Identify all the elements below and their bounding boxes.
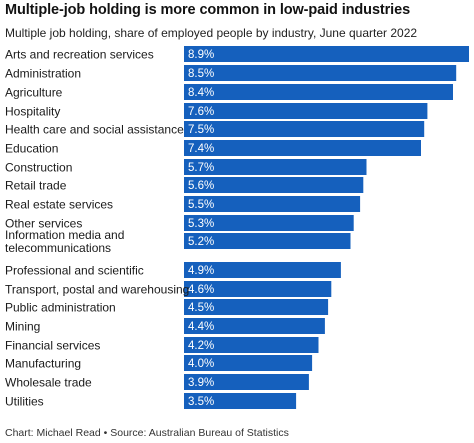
category-label: Hospitality (5, 105, 60, 119)
bar-value-label: 7.4% (188, 143, 214, 155)
bar (184, 262, 341, 278)
category-label: Transport, postal and warehousing (5, 283, 189, 297)
category-label: Retail trade (5, 179, 67, 193)
bar (184, 281, 332, 297)
category-label: Mining (5, 320, 40, 334)
category-label: Health care and social assistance (5, 123, 184, 137)
bar (184, 84, 453, 100)
bar-value-label: 4.2% (188, 340, 214, 352)
chart-subtitle: Multiple job holding, share of employed … (5, 26, 418, 40)
bar (184, 121, 425, 137)
category-label: Information media and telecommunications (5, 228, 124, 255)
bar-value-label: 4.5% (188, 302, 214, 314)
bar (184, 196, 361, 212)
bar-value-label: 4.0% (188, 358, 214, 370)
bar-value-label: 3.9% (188, 377, 214, 389)
category-label: Construction (5, 161, 72, 175)
category-label: Professional and scientific (5, 264, 144, 278)
bar-value-label: 5.6% (188, 180, 214, 192)
bar (184, 140, 421, 156)
category-label: Arts and recreation services (5, 48, 154, 62)
bar (184, 65, 457, 81)
bar-value-label: 7.6% (188, 106, 214, 118)
bar (184, 233, 351, 249)
bar (184, 299, 329, 315)
bar (184, 103, 428, 119)
bar-value-label: 8.5% (188, 68, 214, 80)
chart-credit: Chart: Michael Read • Source: Australian… (5, 427, 289, 439)
category-label: Financial services (5, 339, 100, 353)
bar (184, 215, 354, 231)
bar (184, 337, 319, 353)
category-label: Agriculture (5, 86, 63, 100)
category-label: Wholesale trade (5, 376, 92, 390)
bar-value-label: 3.5% (188, 396, 214, 408)
category-label: Public administration (5, 301, 116, 315)
bar (184, 46, 469, 62)
bar (184, 393, 297, 409)
category-label-line: telecommunications (5, 241, 111, 255)
bar-value-label: 5.5% (188, 199, 214, 211)
bar (184, 318, 325, 334)
category-label-line: Information media and (5, 228, 124, 242)
category-label: Education (5, 142, 58, 156)
category-label: Administration (5, 67, 81, 81)
bar-value-label: 8.9% (188, 49, 214, 61)
bar-value-label: 8.4% (188, 87, 214, 99)
bar (184, 374, 309, 390)
bar-value-label: 5.2% (188, 236, 214, 248)
bar (184, 177, 364, 193)
category-label: Utilities (5, 395, 44, 409)
category-label: Manufacturing (5, 357, 81, 371)
category-label: Real estate services (5, 198, 113, 212)
bar-value-label: 4.4% (188, 321, 214, 333)
bar-value-label: 5.7% (188, 162, 214, 174)
bar-value-label: 4.9% (188, 265, 214, 277)
bar (184, 159, 367, 175)
bar-value-label: 7.5% (188, 124, 214, 136)
bar-value-label: 4.6% (188, 284, 214, 296)
chart-title: Multiple-job holding is more common in l… (5, 2, 411, 18)
bar-value-label: 5.3% (188, 218, 214, 230)
bar (184, 355, 313, 371)
category-label: Other services (5, 217, 82, 231)
